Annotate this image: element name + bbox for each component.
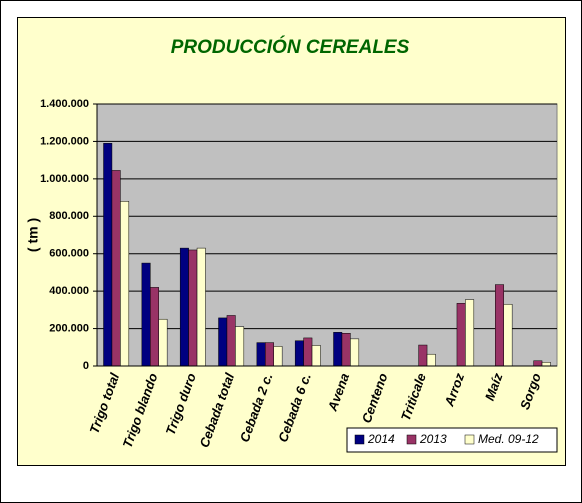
bar [541,362,551,367]
bar [141,262,151,367]
bar [179,247,189,367]
y-tick-label: 1.200.000 [40,135,89,147]
y-tick-label: 600.000 [49,248,89,260]
y-tick-label: 0 [83,360,89,372]
bar [341,333,351,367]
bar [150,287,159,367]
bar [120,201,130,367]
bar [111,170,121,367]
bar [495,284,504,367]
legend-swatch [354,434,365,445]
legend-box [346,427,558,453]
y-tick-label: 400.000 [49,285,89,297]
bar [273,346,283,367]
bar [265,342,274,367]
bar [196,247,206,367]
y-tick-label: 1.000.000 [40,173,89,185]
legend-label: 2013 [419,432,447,446]
y-tick-label: 800.000 [49,210,89,222]
bar [465,299,475,367]
bar [350,338,360,367]
bar [456,303,466,367]
y-tick-label: 1.400.000 [40,98,89,110]
bar [426,353,436,367]
bar [503,303,513,367]
legend-label: Med. 09-12 [478,432,539,446]
bar [235,326,245,367]
bar [158,318,168,367]
bar [418,344,428,367]
bar [188,249,198,367]
bar [533,360,543,367]
legend-swatch [464,434,475,445]
legend-swatch [406,434,417,445]
legend-label: 2014 [367,432,395,446]
bar [294,340,304,367]
bar [226,315,236,367]
y-tick-label: 200.000 [49,322,89,334]
chart-title: PRODUCCIÓN CEREALES [171,36,410,58]
bar [218,317,228,367]
bar [333,332,343,367]
bar [256,342,266,367]
bar [103,143,113,367]
bar [303,337,313,367]
bar [311,345,321,367]
y-axis-label: ( tm ) [25,218,41,252]
